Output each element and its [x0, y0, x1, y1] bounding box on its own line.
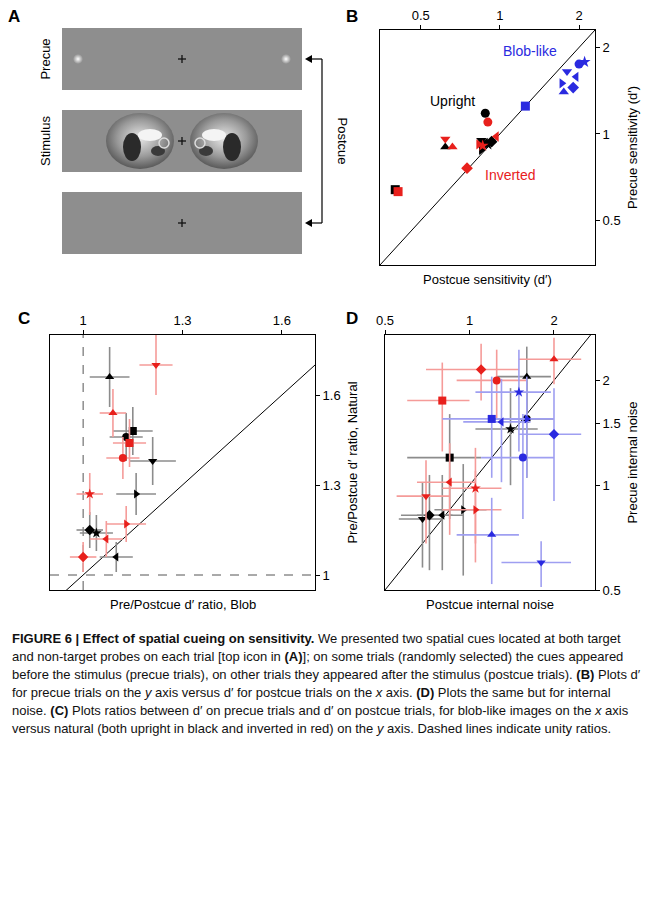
svg-text:1.6: 1.6: [273, 313, 291, 328]
svg-text:Blob-like: Blob-like: [503, 43, 557, 59]
svg-text:Postcue: Postcue: [335, 118, 350, 165]
svg-text:1.5: 1.5: [603, 416, 621, 431]
svg-text:0.5: 0.5: [603, 213, 621, 228]
svg-text:Precue sensitivity (d′): Precue sensitivity (d′): [625, 86, 640, 209]
svg-text:Postcue sensitivity (d′): Postcue sensitivity (d′): [423, 272, 552, 287]
svg-text:C: C: [18, 309, 30, 328]
svg-text:2: 2: [550, 313, 557, 328]
svg-text:Precue: Precue: [38, 38, 53, 79]
svg-text:1: 1: [603, 478, 610, 493]
html-text:FIGURE 6 | Effect of spatial c: FIGURE 6 | Effect of spatial cueing on s…: [12, 631, 641, 736]
svg-text:0.5: 0.5: [376, 313, 394, 328]
svg-text:Pre/Postcue d′ ratio, Blob: Pre/Postcue d′ ratio, Blob: [110, 597, 256, 612]
svg-text:Pre/Postcue d′ ratio, Natural: Pre/Postcue d′ ratio, Natural: [345, 381, 360, 543]
svg-text:1: 1: [496, 8, 503, 23]
svg-text:1.3: 1.3: [323, 478, 341, 493]
svg-text:1: 1: [80, 313, 87, 328]
svg-text:1.6: 1.6: [323, 388, 341, 403]
svg-text:Stimulus: Stimulus: [38, 116, 53, 166]
svg-text:2: 2: [603, 40, 610, 55]
svg-text:2: 2: [603, 373, 610, 388]
svg-text:1.3: 1.3: [173, 313, 191, 328]
svg-text:1: 1: [466, 313, 473, 328]
svg-text:0.5: 0.5: [412, 8, 430, 23]
svg-text:1: 1: [603, 127, 610, 142]
svg-text:Inverted: Inverted: [485, 167, 536, 183]
svg-text:B: B: [346, 7, 358, 26]
svg-text:D: D: [346, 309, 358, 328]
svg-text:2: 2: [575, 8, 582, 23]
svg-text:1: 1: [323, 568, 330, 583]
svg-text:0.5: 0.5: [603, 583, 621, 598]
svg-text:Upright: Upright: [430, 93, 475, 109]
svg-text:Precue internal noise: Precue internal noise: [625, 401, 640, 523]
svg-text:Postcue internal noise: Postcue internal noise: [426, 597, 554, 612]
svg-text:A: A: [8, 7, 20, 26]
